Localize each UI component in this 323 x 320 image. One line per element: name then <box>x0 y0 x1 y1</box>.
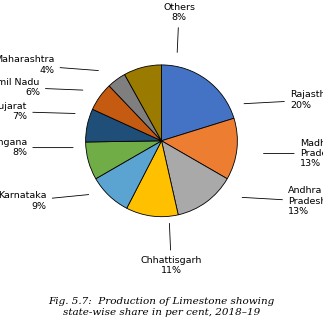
Wedge shape <box>86 141 162 179</box>
Text: Chhattisgarh
11%: Chhattisgarh 11% <box>141 223 202 275</box>
Text: Maharashtra
4%: Maharashtra 4% <box>0 55 99 75</box>
Text: Rajasthan
20%: Rajasthan 20% <box>244 90 323 110</box>
Text: Andhra
Pradesh
13%: Andhra Pradesh 13% <box>242 186 323 216</box>
Text: Tamil Nadu
6%: Tamil Nadu 6% <box>0 77 83 97</box>
Wedge shape <box>86 109 162 142</box>
Wedge shape <box>162 65 234 141</box>
Wedge shape <box>96 141 162 208</box>
Text: Others
8%: Others 8% <box>163 3 195 52</box>
Text: Fig. 5.7:  Production of Limestone showing
state-wise share in per cent, 2018–19: Fig. 5.7: Production of Limestone showin… <box>48 297 275 317</box>
Wedge shape <box>162 141 227 215</box>
Text: Karnataka
9%: Karnataka 9% <box>0 191 89 211</box>
Wedge shape <box>109 75 162 141</box>
Text: Telangana
8%: Telangana 8% <box>0 138 73 157</box>
Wedge shape <box>92 86 162 141</box>
Wedge shape <box>127 141 178 217</box>
Wedge shape <box>162 118 237 179</box>
Text: Gujarat
7%: Gujarat 7% <box>0 102 75 121</box>
Text: Madhya
Pradesh
13%: Madhya Pradesh 13% <box>264 139 323 168</box>
Wedge shape <box>125 65 162 141</box>
